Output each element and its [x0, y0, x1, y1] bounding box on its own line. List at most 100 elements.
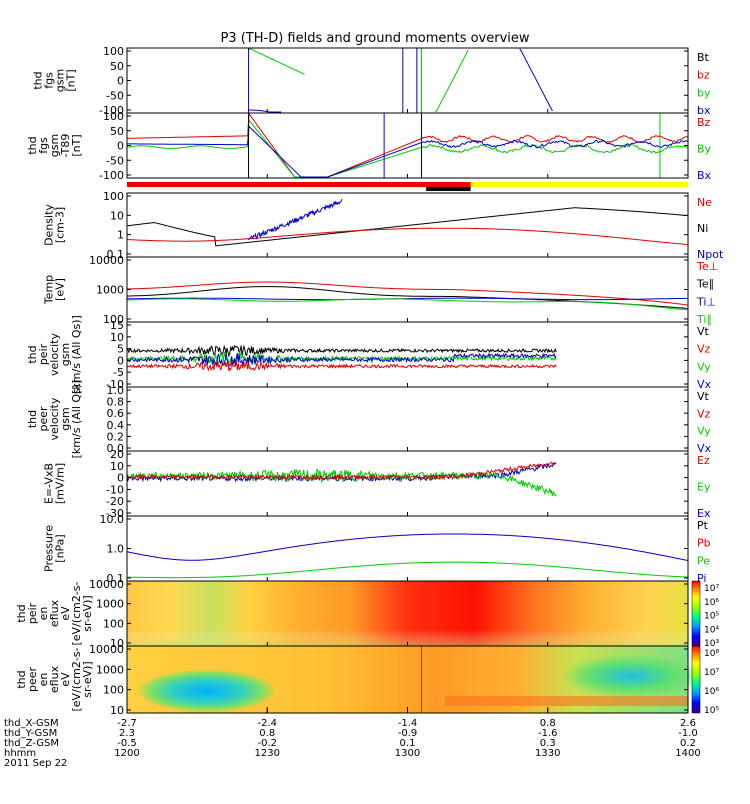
- y-tick-label: 0: [117, 354, 124, 367]
- y-tick-label: -10: [106, 483, 124, 496]
- ephemeris-value: -1.4: [398, 718, 418, 729]
- series-pe: [126, 561, 689, 579]
- series-vz: [126, 359, 557, 372]
- ephemeris-row-label: thd_X-GSM: [4, 718, 59, 729]
- ephemeris-value: 2.3: [119, 728, 135, 739]
- ephemeris-value: 1300: [395, 748, 420, 759]
- legend-entry: Ne: [697, 196, 712, 209]
- mode-bar-slow-survey: [470, 182, 688, 187]
- y-tick-label: 0: [117, 75, 124, 88]
- ephemeris-value: -1.0: [678, 728, 698, 739]
- ephemeris-date: 2011 Sep 22: [4, 758, 67, 769]
- y-tick-label: -100: [99, 169, 124, 182]
- y-tick-label: 100: [103, 313, 124, 326]
- y-axis-label: [eV/(cm2-s-: [70, 647, 83, 711]
- legend-entry: bx: [697, 104, 711, 117]
- legend-entry: Npot: [697, 248, 724, 261]
- legend-entry: Vy: [697, 360, 711, 373]
- panel-frame-efield: [126, 450, 689, 517]
- colorbar-tick-label: 10⁶: [704, 687, 719, 697]
- y-tick-label: -50: [106, 89, 124, 102]
- y-axis-label: -T89: [59, 134, 72, 158]
- legend-entry: Vz: [697, 343, 711, 356]
- colorbar-tick-label: 10⁸: [704, 649, 719, 659]
- series-bz-residual: [127, 112, 689, 178]
- y-tick-label: 5: [117, 343, 124, 356]
- y-tick-label: 100: [103, 190, 124, 203]
- colorbar-tick-label: 10⁷: [704, 668, 719, 678]
- y-tick-label: 0: [117, 472, 124, 485]
- y-tick-label: -100: [99, 104, 124, 117]
- y-axis-label: eflux: [48, 665, 61, 693]
- y-axis-label: fgs: [43, 72, 56, 89]
- mode-bar-burst: [426, 187, 471, 191]
- ephemeris-row-label: thd_Z-GSM: [4, 738, 59, 749]
- panel-frame-peer_vel: [126, 386, 689, 452]
- electron-spectrogram-band: [444, 696, 688, 706]
- legend-entry: Ni: [697, 222, 708, 235]
- y-axis-label: velocity: [48, 397, 61, 440]
- colorbar-tick-label: 10³: [704, 639, 719, 649]
- legend-entry: Vt: [697, 325, 710, 338]
- colorbar-tick-label: 10⁶: [704, 598, 719, 608]
- series-te-perp: [127, 281, 689, 306]
- y-tick-label: 0.1: [107, 248, 125, 261]
- legend-entry: Pi: [697, 572, 706, 585]
- y-axis-label: Temp: [43, 275, 56, 305]
- y-tick-label: 100: [103, 684, 124, 697]
- colorbar-tick-label: 10⁵: [704, 612, 719, 622]
- y-tick-label: 10000: [89, 643, 124, 656]
- y-axis-label: thd: [26, 410, 39, 428]
- y-tick-label: 50: [110, 60, 124, 73]
- y-axis-label: [eV]: [54, 278, 67, 301]
- legend-entry: Te∥: [696, 278, 714, 291]
- y-axis-label: [cm-3]: [54, 207, 67, 243]
- legend-entry: By: [697, 143, 712, 156]
- series-ni: [126, 207, 689, 247]
- y-axis-label: eV: [59, 672, 72, 687]
- ephemeris-value: -2.7: [117, 718, 137, 729]
- y-tick-label: -10: [106, 378, 124, 391]
- legend-entry: Vx: [697, 442, 712, 455]
- y-axis-label: sr-eV)]: [81, 661, 94, 697]
- ephemeris-value: 0.2: [680, 738, 696, 749]
- ephemeris-value: -0.2: [257, 738, 277, 749]
- y-tick-label: 100: [103, 45, 124, 58]
- legend-entry: Ex: [697, 507, 711, 520]
- ephemeris-value: 1200: [114, 748, 139, 759]
- y-tick-label: 0.0: [107, 442, 125, 455]
- ephemeris-value: 1400: [675, 748, 700, 759]
- y-tick-label: 50: [110, 125, 124, 138]
- legend-entry: Pb: [697, 537, 711, 550]
- series-ti-par: [127, 298, 689, 311]
- y-axis-label: thd: [26, 136, 39, 154]
- series-by-residual: [126, 118, 689, 178]
- y-axis-label: [eV/(cm2-s-: [70, 581, 83, 645]
- legend-entry: by: [697, 86, 711, 99]
- y-axis-label: Pressure: [43, 525, 56, 572]
- mode-bar-fast-survey: [127, 182, 471, 187]
- y-tick-label: 10: [110, 704, 124, 717]
- legend-entry: Vy: [697, 425, 711, 438]
- legend-entry: Ey: [697, 481, 711, 494]
- y-axis-label: gsm: [59, 343, 72, 366]
- y-axis-label: [nPa]: [54, 534, 67, 562]
- y-tick-label: 0: [117, 140, 124, 153]
- y-tick-label: 10: [110, 637, 124, 650]
- ephemeris-value: 1230: [255, 748, 280, 759]
- y-tick-label: 100: [103, 617, 124, 630]
- series-ne: [126, 227, 689, 246]
- y-tick-label: 10000: [89, 578, 124, 591]
- legend-entry: Pe: [697, 554, 710, 567]
- y-axis-label: peer: [26, 667, 39, 693]
- legend-entry: Bx: [697, 169, 712, 182]
- legend-entry: Bz: [697, 116, 711, 129]
- ephemeris-value: 0.8: [540, 718, 556, 729]
- colorbar-tick-label: 10⁴: [704, 625, 719, 635]
- y-tick-label: 0.6: [107, 407, 125, 420]
- y-axis-label: [km/s (All Qs)]: [70, 315, 83, 394]
- ephemeris-value: -0.9: [398, 728, 418, 739]
- series-vt: [126, 344, 557, 358]
- series-bx-residual: [127, 125, 689, 178]
- electron-spectrogram-low-flux-region: [136, 669, 277, 713]
